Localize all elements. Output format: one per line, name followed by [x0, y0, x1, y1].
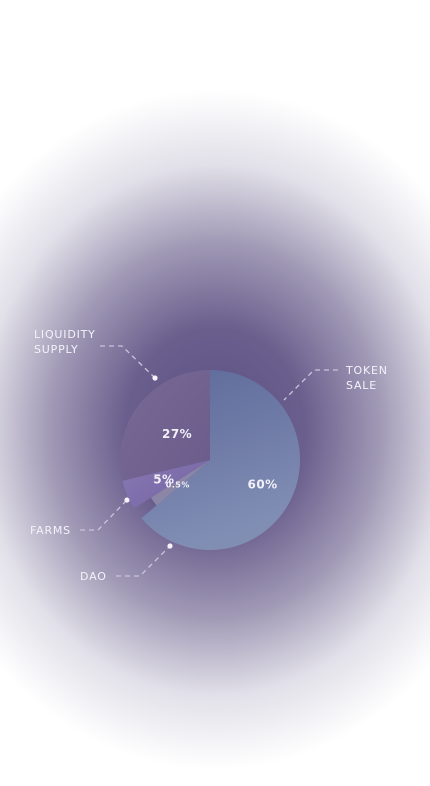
callout-line-dao	[116, 545, 171, 577]
legend-label-liquidity-supply-line2: SUPPLY	[34, 343, 79, 356]
legend-label-farms: FARMS	[30, 524, 71, 537]
pie-value-label-farms: 5%	[153, 473, 174, 487]
pie-slice-token-sale	[141, 370, 301, 550]
pie-slice-liquidity-supply	[120, 370, 210, 481]
legend-label-token-sale: TOKEN SALE	[346, 363, 388, 393]
pie-value-label-liquidity-supply: 27%	[162, 427, 192, 441]
callout-line-liquidity-supply	[100, 345, 155, 378]
callout-line-token-sale	[283, 369, 338, 401]
callout-dot-liquidity-supply	[152, 375, 158, 381]
pie-slice-farms	[122, 460, 210, 509]
callout-line-farms	[80, 500, 127, 531]
callout-dot-farms	[124, 497, 130, 503]
legend-label-dao: DAO	[80, 570, 107, 583]
pie-slice-dao	[150, 460, 210, 506]
legend-label-liquidity-supply: LIQUIDITY SUPPLY	[34, 327, 96, 357]
callout-dot-dao	[167, 543, 173, 549]
legend-label-token-sale-line1: TOKEN	[346, 364, 388, 377]
pie-value-label-dao: 0.5%	[166, 481, 190, 490]
pie-value-label-token-sale: 60%	[247, 477, 277, 491]
legend-label-token-sale-line2: SALE	[346, 379, 377, 392]
legend-label-liquidity-supply-line1: LIQUIDITY	[34, 328, 96, 341]
